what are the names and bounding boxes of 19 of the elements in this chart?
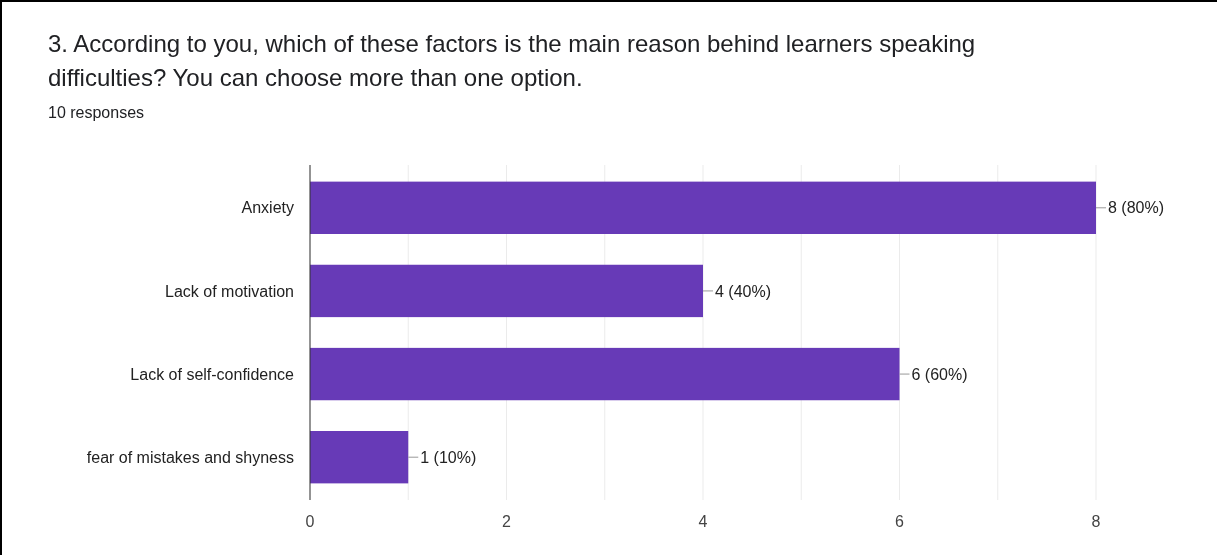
data-label: 1 (10%) [420, 448, 477, 466]
chart-title: 3. According to you, which of these factors is the main reason behind learners speaking difficulties? You can choose more than one option. [48, 30, 976, 91]
bar [310, 264, 703, 318]
x-tick-label: 4 [698, 513, 708, 530]
bar [310, 431, 409, 484]
x-tick-label: 8 [1091, 513, 1101, 530]
y-tick-label: Lack of motivation [165, 282, 294, 300]
y-tick-label: Anxiety [241, 199, 294, 217]
bar [310, 181, 1096, 234]
text: 10 responses [48, 104, 145, 121]
y-tick-label: fear of mistakes and shyness [86, 448, 294, 466]
data-label: 8 (80%) [1108, 199, 1165, 217]
x-tick-label: 6 [895, 513, 905, 530]
x-tick-label: 0 [305, 513, 315, 530]
y-tick-label: Lack of self-confidence [130, 365, 295, 383]
x-tick-label: 2 [502, 513, 512, 530]
bar [310, 347, 900, 401]
data-label: 4 (40%) [715, 282, 772, 300]
data-label: 6 (60%) [911, 365, 968, 383]
